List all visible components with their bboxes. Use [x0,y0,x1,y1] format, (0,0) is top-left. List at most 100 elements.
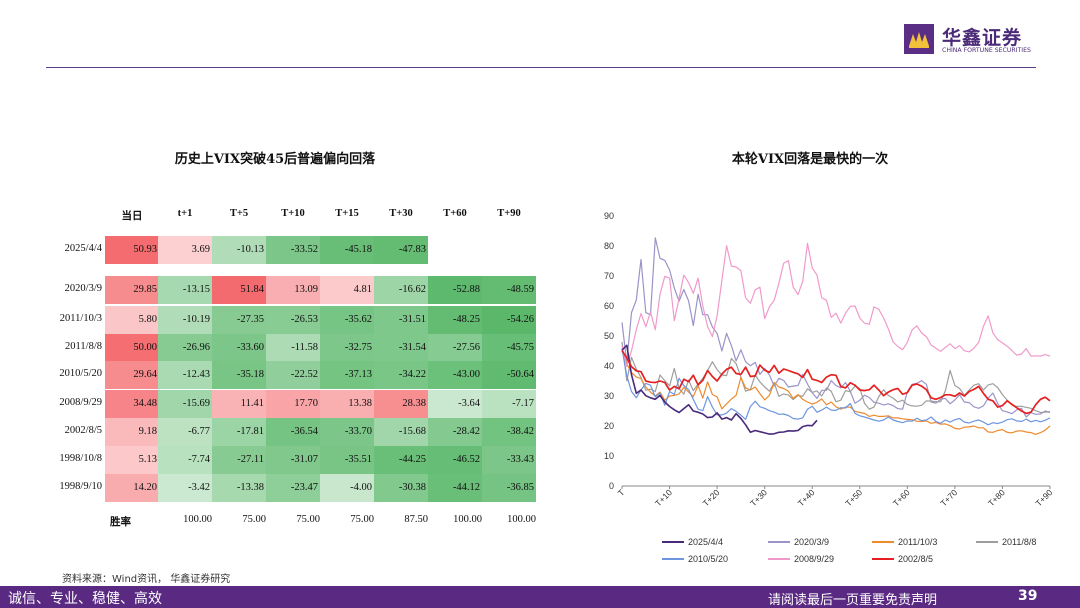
table-cell: -33.70 [320,418,374,446]
win-rate-value: 100.00 [453,514,482,525]
series-line [621,348,1051,426]
x-tick-label: T+90 [1033,487,1054,508]
table-cell: -31.54 [374,334,428,362]
right-chart-title: 本轮VIX回落是最快的一次 [731,152,889,167]
table-cell: -22.52 [266,361,320,389]
x-tick-label: T [616,487,627,498]
brand-logo: 华鑫证券 CHINA FORTUNE SECURITIES [904,22,1034,58]
table-cell: 50.00 [105,334,159,362]
table-cell: -12.43 [158,361,212,389]
table-cell: -34.22 [374,361,428,389]
table-cell: -44.25 [374,446,428,474]
series-line [621,242,1051,368]
row-label: 2020/3/9 [64,283,102,294]
table-cell: -35.18 [212,361,266,389]
table-cell: -36.85 [482,474,536,502]
table-cell: -37.13 [320,361,374,389]
table-cell: -13.38 [212,474,266,502]
win-rate-value: 87.50 [404,514,428,525]
table-cell: 13.38 [320,390,374,418]
table-cell: -27.11 [212,446,266,474]
table-cell: -47.83 [374,236,428,264]
table-cell [428,236,482,264]
legend-label: 2002/8/5 [898,554,933,564]
column-header: T+15 [335,208,359,219]
table-cell: -48.25 [428,306,482,334]
table-cell: 50.93 [105,236,159,264]
table-cell: -50.64 [482,361,536,389]
table-cell: -33.43 [482,446,536,474]
table-cell: -7.17 [482,390,536,418]
table-cell: -3.42 [158,474,212,502]
legend-label: 2008/9/29 [794,554,834,564]
y-tick-label: 20 [604,421,614,431]
table-cell: -7.74 [158,446,212,474]
table-cell: 14.20 [105,474,159,502]
legend-label: 2020/3/9 [794,537,829,547]
table-cell: -10.19 [158,306,212,334]
table-cell: 51.84 [212,276,266,304]
footer-bar: 诚信、专业、稳健、高效 请阅读最后一页重要免责声明 39 [0,586,1080,608]
x-tick-label: T+10 [653,487,674,508]
table-cell: 5.80 [105,306,159,334]
series-line [621,349,1051,435]
brand-name-en: CHINA FORTUNE SECURITIES [942,47,1031,54]
source-note: 资料来源：Wind资讯， 华鑫证券研究 [62,574,231,585]
column-header: 当日 [121,211,143,222]
table-cell: -46.52 [428,446,482,474]
table-cell: -11.58 [266,334,320,362]
table-cell: -26.53 [266,306,320,334]
table-cell: -31.07 [266,446,320,474]
table-cell: -26.96 [158,334,212,362]
table-cell: 17.70 [266,390,320,418]
table-cell: -33.60 [212,334,266,362]
win-rate-value: 100.00 [183,514,212,525]
page-number: 39 [1018,588,1038,604]
table-cell: -45.75 [482,334,536,362]
table-cell: 9.18 [105,418,159,446]
x-tick-label: T+50 [843,487,864,508]
table-cell: -35.51 [320,446,374,474]
table-cell: -33.52 [266,236,320,264]
purple-square-logo-icon [904,24,934,54]
y-tick-label: 0 [609,481,614,491]
y-tick-label: 30 [604,391,614,401]
y-tick-label: 50 [604,331,614,341]
table-cell: -52.88 [428,276,482,304]
series-line [621,237,1051,418]
column-header: T+30 [389,208,413,219]
table-cell: -36.54 [266,418,320,446]
table-cell: -4.00 [320,474,374,502]
y-tick-label: 80 [604,241,614,251]
left-chart-title: 历史上VIX突破45后普遍偏向回落 [174,152,376,167]
legend-label: 2011/10/3 [898,537,937,547]
table-cell: -16.62 [374,276,428,304]
table-cell: -6.77 [158,418,212,446]
y-tick-label: 90 [604,211,614,221]
table-cell: -38.42 [482,418,536,446]
x-tick-label: T+30 [748,487,769,508]
table-cell: -44.12 [428,474,482,502]
legend-label: 2011/8/8 [1002,537,1036,547]
table-cell: -30.38 [374,474,428,502]
table-cell: -48.59 [482,276,536,304]
table-cell: -23.47 [266,474,320,502]
table-cell: 29.64 [105,361,159,389]
header-divider [46,67,1036,68]
win-rate-value: 75.00 [296,514,320,525]
table-cell [482,236,536,264]
row-label: 2025/4/4 [64,243,102,254]
table-cell: 13.09 [266,276,320,304]
x-tick-label: T+80 [986,487,1007,508]
table-cell: 3.69 [158,236,212,264]
row-label: 2011/8/8 [65,341,102,352]
table-cell: -17.81 [212,418,266,446]
win-rate-value: 75.00 [350,514,374,525]
table-cell: -15.69 [158,390,212,418]
table-cell: -13.15 [158,276,212,304]
y-tick-label: 40 [604,361,614,371]
win-rate-label: 胜率 [110,517,131,528]
footer-disclaimer: 请阅读最后一页重要免责声明 [768,593,938,608]
table-cell: -31.51 [374,306,428,334]
y-tick-label: 70 [604,271,614,281]
